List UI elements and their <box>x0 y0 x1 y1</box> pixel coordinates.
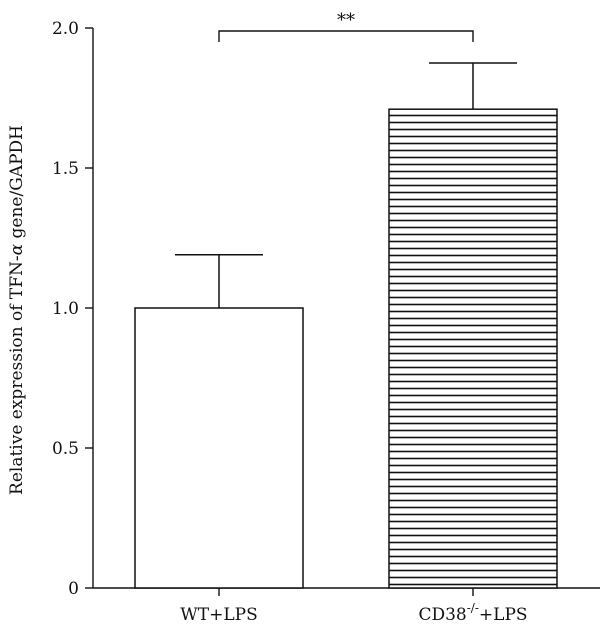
y-tick-label: 1.5 <box>52 159 79 179</box>
x-tick-label-tail: +LPS <box>479 605 528 625</box>
y-tick-label: 2.0 <box>52 19 79 39</box>
svg-text:Relative expression of TFN-α g: Relative expression of TFN-α gene/GAPDH <box>7 125 27 495</box>
x-tick-label-main: CD38 <box>418 605 466 625</box>
x-axis: WT+LPS CD38-/-+LPS <box>93 587 600 625</box>
significance-label: ** <box>337 10 355 31</box>
x-tick-label: WT+LPS <box>180 605 257 625</box>
y-axis-title-greek: α <box>7 243 27 255</box>
y-tick-label: 0.5 <box>52 439 79 459</box>
y-axis-title-post: gene/GAPDH <box>7 125 27 244</box>
significance-bracket: ** <box>218 10 474 42</box>
x-tick-label-superscript: -/- <box>467 601 479 615</box>
x-tick-label: CD38-/-+LPS <box>418 601 527 625</box>
y-tick-label: 0 <box>68 579 79 599</box>
y-axis-title: Relative expression of TFN-α gene/GAPDH <box>7 125 27 495</box>
y-tick-label: 1.0 <box>52 299 79 319</box>
bar-cd38-ko-lps <box>388 108 558 589</box>
error-bars <box>175 62 517 308</box>
bars <box>134 108 558 589</box>
bar-wt-lps <box>134 307 304 589</box>
significance-bracket-line <box>218 30 474 42</box>
x-tick-label-main: WT+LPS <box>180 605 257 625</box>
y-axis: 0 0.5 1.0 1.5 2.0 <box>52 19 94 599</box>
y-axis-title-pre: Relative expression of TFN- <box>7 255 27 495</box>
